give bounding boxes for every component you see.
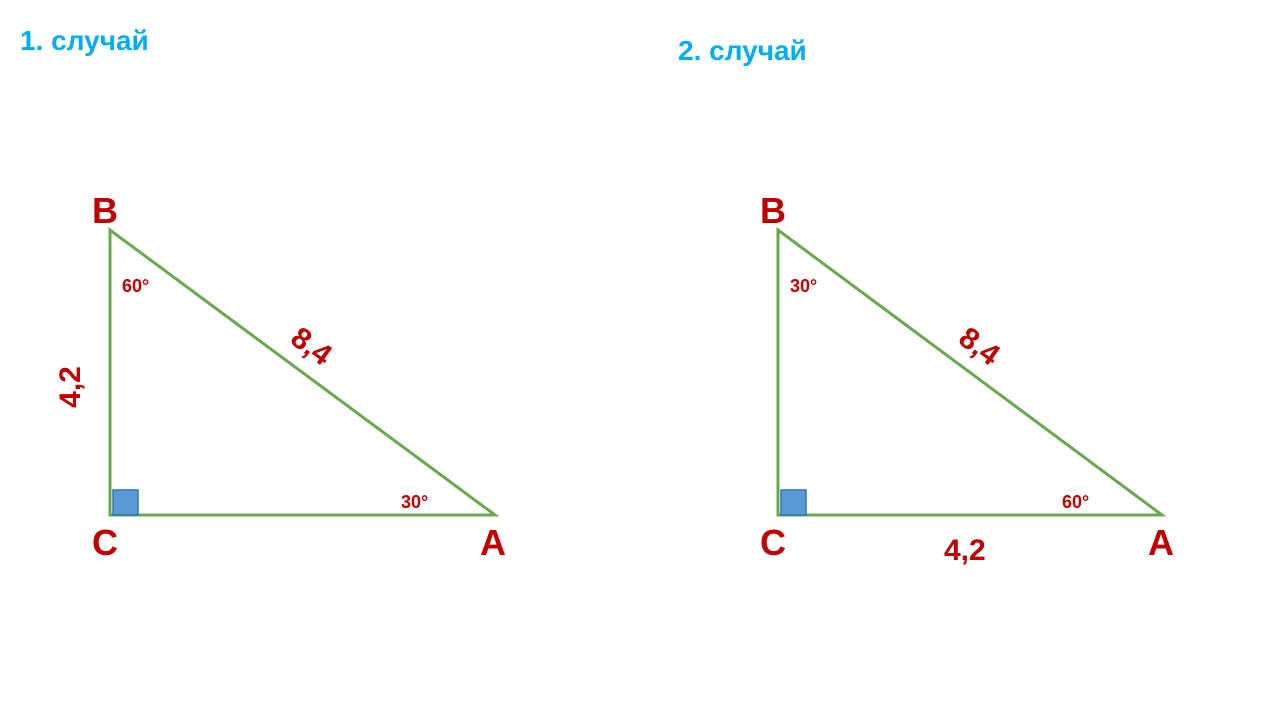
t1-angle-top: 60° <box>122 276 149 297</box>
case-1-title: 1. случай <box>20 25 149 57</box>
right-angle-1 <box>113 490 138 515</box>
t1-side-left: 4,2 <box>54 366 88 408</box>
t1-vertex-a: A <box>480 522 506 564</box>
t1-vertex-c: C <box>92 522 118 564</box>
t2-angle-right: 60° <box>1062 492 1089 513</box>
triangle-1 <box>110 230 495 515</box>
t1-angle-right: 30° <box>401 492 428 513</box>
triangle-2 <box>778 230 1162 515</box>
t2-side-bottom: 4,2 <box>944 534 986 568</box>
case-2-title: 2. случай <box>678 35 807 67</box>
right-angle-2 <box>781 490 806 515</box>
geometry-canvas <box>0 0 1280 720</box>
t2-angle-top: 30° <box>790 276 817 297</box>
t1-vertex-b: B <box>92 190 118 232</box>
t2-vertex-b: B <box>760 190 786 232</box>
t2-vertex-a: A <box>1148 522 1174 564</box>
t2-vertex-c: C <box>760 522 786 564</box>
